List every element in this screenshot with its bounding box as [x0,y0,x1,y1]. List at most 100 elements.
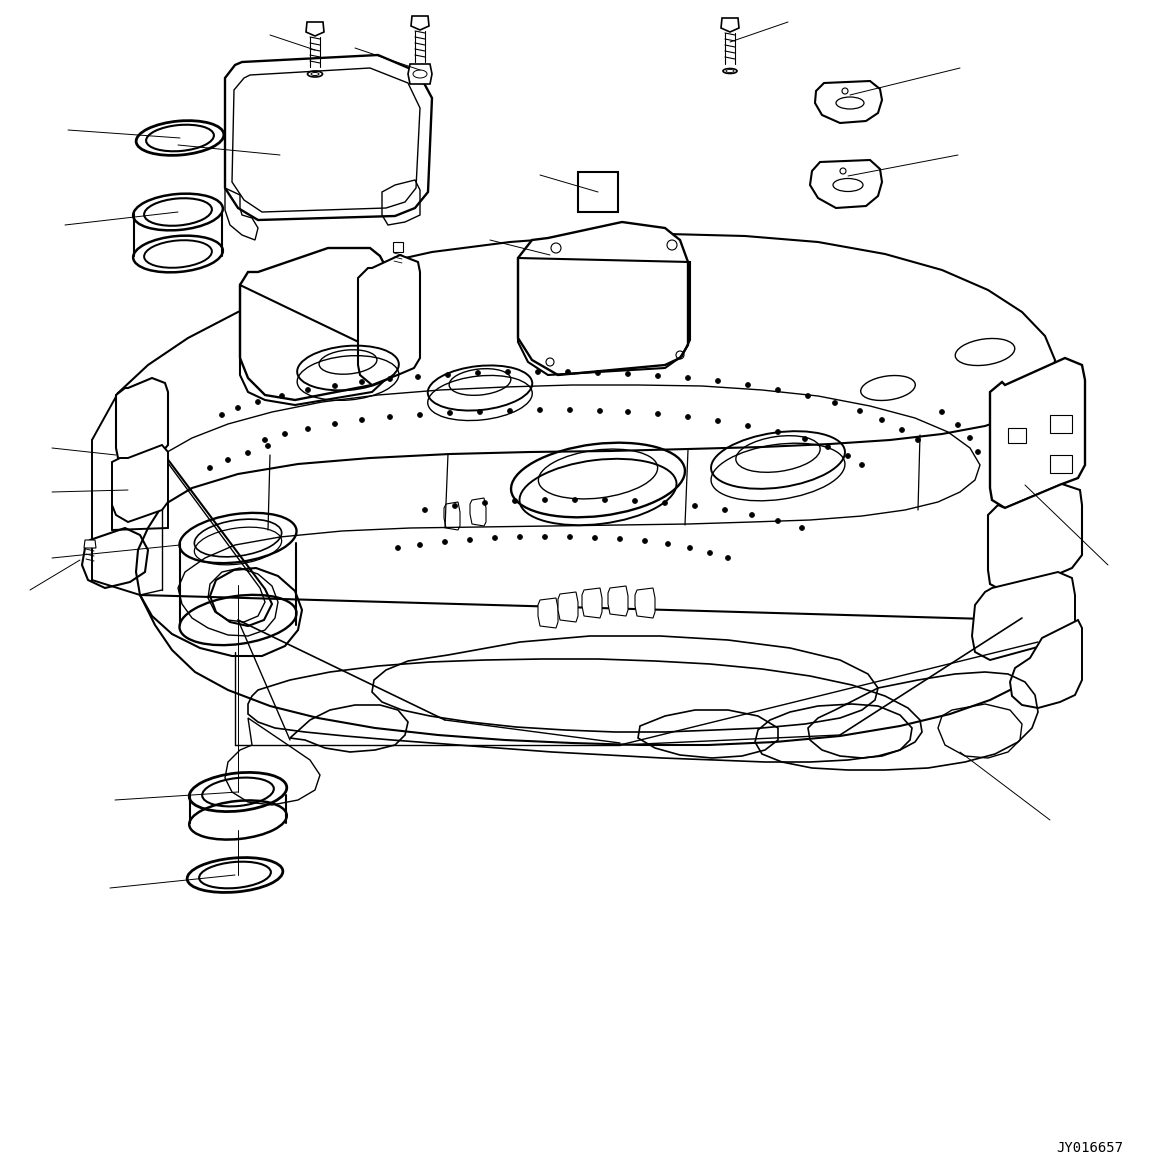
Polygon shape [84,540,97,548]
Circle shape [859,462,864,468]
Text: JY016657: JY016657 [1056,1141,1123,1155]
Circle shape [542,535,548,540]
Polygon shape [721,18,739,32]
Circle shape [826,445,830,449]
Circle shape [626,372,630,377]
Polygon shape [518,222,688,375]
Circle shape [333,421,337,427]
Circle shape [468,537,472,542]
Polygon shape [393,242,404,252]
Circle shape [687,545,692,550]
Circle shape [265,443,271,448]
Circle shape [749,513,755,517]
Circle shape [226,457,230,462]
Circle shape [359,380,364,385]
Circle shape [506,369,511,374]
Bar [1008,428,1026,443]
Circle shape [899,427,905,433]
Circle shape [256,400,261,405]
Circle shape [715,419,721,423]
Circle shape [940,409,944,414]
Circle shape [857,408,863,414]
Circle shape [568,407,572,413]
Circle shape [518,535,522,540]
Circle shape [415,374,421,380]
Circle shape [418,542,422,548]
Polygon shape [558,592,578,622]
Circle shape [306,427,311,432]
Bar [1050,455,1072,473]
Circle shape [879,418,885,422]
Circle shape [263,438,267,442]
Circle shape [618,536,622,542]
Polygon shape [809,160,882,208]
Circle shape [745,423,750,428]
Circle shape [806,393,811,399]
Circle shape [692,503,698,509]
Polygon shape [990,358,1085,508]
Circle shape [476,371,480,375]
Circle shape [776,387,780,393]
Polygon shape [411,16,429,30]
Polygon shape [306,22,324,36]
Polygon shape [116,378,167,465]
Circle shape [722,508,728,513]
Circle shape [707,550,713,556]
Circle shape [665,542,671,547]
Circle shape [565,369,571,374]
Circle shape [359,418,364,422]
Circle shape [715,379,721,384]
Bar [1050,415,1072,433]
Circle shape [976,449,980,454]
Circle shape [626,409,630,414]
Circle shape [633,499,637,503]
Circle shape [572,497,578,502]
Polygon shape [989,484,1082,592]
Polygon shape [112,445,167,522]
Circle shape [245,450,250,455]
Circle shape [537,407,542,413]
Circle shape [418,413,422,418]
Circle shape [387,414,392,420]
Polygon shape [408,65,431,84]
Circle shape [395,545,400,550]
Polygon shape [240,248,392,400]
Circle shape [220,413,224,418]
Polygon shape [358,255,420,385]
Circle shape [445,373,450,378]
Circle shape [595,371,600,375]
Circle shape [235,406,241,411]
Circle shape [745,382,750,387]
Circle shape [592,536,598,541]
Circle shape [507,408,513,414]
Circle shape [968,435,972,441]
Circle shape [306,387,311,393]
Circle shape [685,375,691,380]
Circle shape [483,501,487,506]
Circle shape [642,538,648,543]
Circle shape [726,556,730,561]
Circle shape [279,393,285,399]
Polygon shape [1009,621,1082,708]
Circle shape [776,429,780,434]
Polygon shape [582,588,602,618]
Circle shape [598,408,602,414]
Circle shape [513,499,518,503]
Circle shape [663,501,668,506]
Circle shape [915,438,920,442]
Circle shape [387,377,392,381]
Circle shape [478,409,483,414]
Circle shape [656,412,661,416]
Circle shape [776,518,780,523]
Circle shape [442,540,448,544]
Circle shape [207,466,213,470]
Circle shape [283,432,287,436]
Circle shape [422,508,428,513]
Circle shape [568,535,572,540]
Circle shape [542,497,548,502]
Circle shape [656,373,661,379]
Circle shape [799,526,805,530]
Polygon shape [972,572,1075,660]
Circle shape [956,422,961,427]
Circle shape [846,454,850,459]
